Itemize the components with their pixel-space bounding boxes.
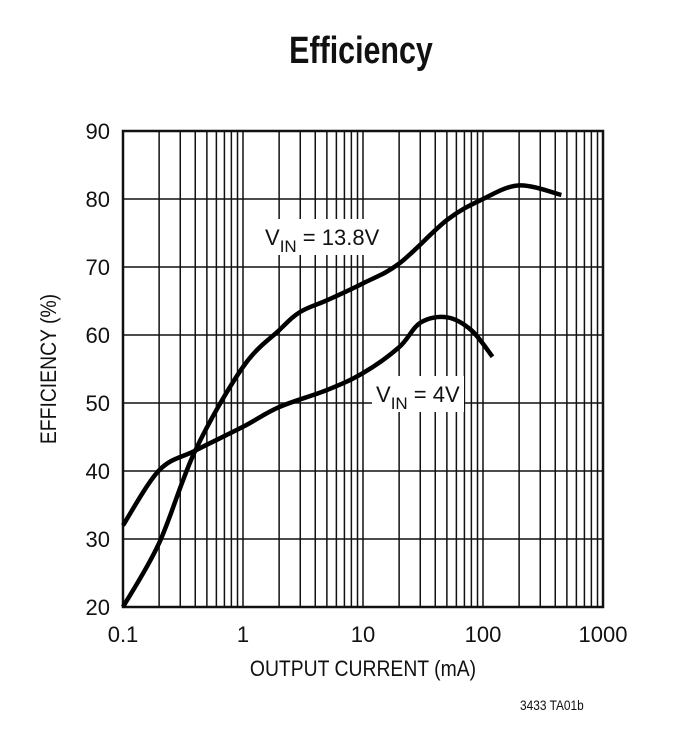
y-tick-label: 50 [86, 391, 110, 416]
x-tick-label: 10 [351, 622, 375, 647]
tick-labels: 0.1 1 10 100 1000 20 30 40 50 60 70 80 90 [86, 119, 628, 647]
y-tick-label: 30 [86, 527, 110, 552]
x-tick-label: 1 [237, 622, 249, 647]
y-tick-label: 90 [86, 119, 110, 144]
y-tick-label: 70 [86, 255, 110, 280]
chart-title: Efficiency [289, 30, 433, 72]
curves [121, 183, 562, 609]
series-line [121, 314, 495, 527]
series-labels: VIN = 13.8V VIN = 4V [261, 219, 464, 413]
plot-frame [121, 129, 605, 609]
series-label: VIN = 4V [376, 382, 460, 413]
y-axis-label: EFFICIENCY (%) [37, 294, 61, 444]
series-line [121, 183, 562, 609]
y-tick-label: 40 [86, 459, 110, 484]
footnote: 3433 TA01b [520, 697, 584, 713]
series-label: VIN = 13.8V [265, 225, 380, 256]
x-tick-label: 100 [465, 622, 502, 647]
series-label-bg [372, 376, 464, 412]
series-label-bg [261, 219, 386, 255]
y-tick-label: 20 [86, 595, 110, 620]
y-tick-label: 80 [86, 187, 110, 212]
grid [121, 129, 605, 609]
x-axis-label: OUTPUT CURRENT (mA) [250, 657, 476, 681]
x-tick-label: 0.1 [108, 622, 139, 647]
y-tick-label: 60 [86, 323, 110, 348]
x-tick-label: 1000 [579, 622, 628, 647]
